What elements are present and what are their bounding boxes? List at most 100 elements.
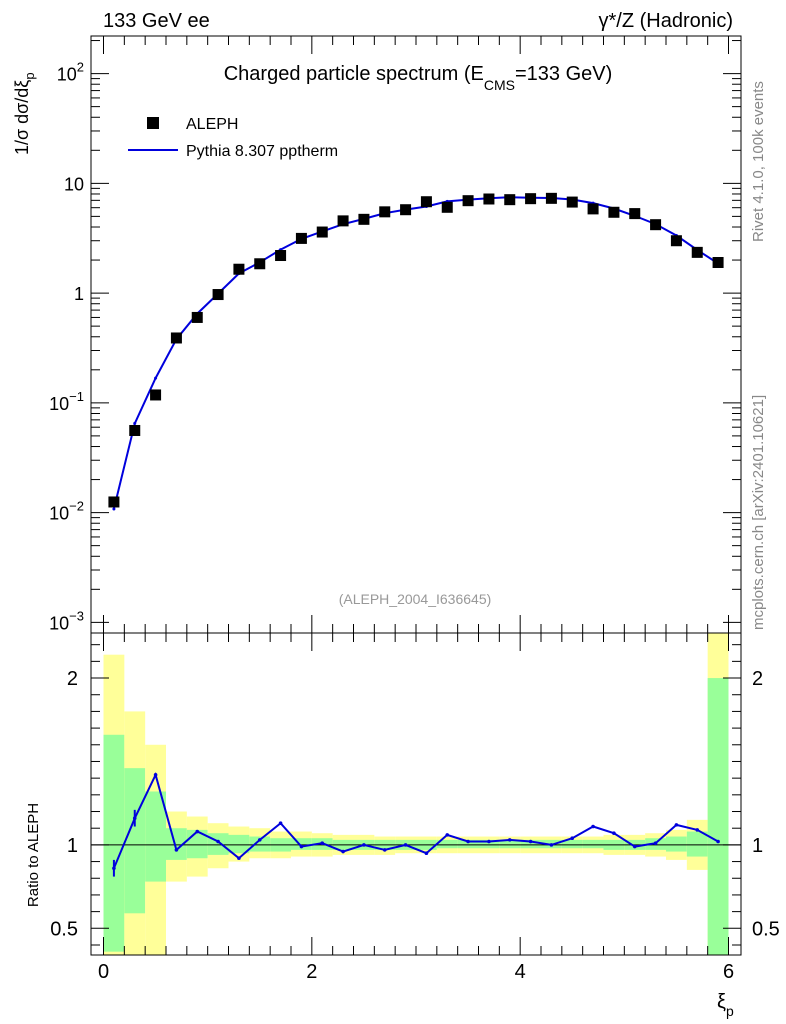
x-axis-label: ξp [717, 991, 734, 1019]
ratio-point [195, 829, 200, 834]
aleph-point [358, 213, 370, 225]
aleph-point [400, 204, 412, 216]
aleph-point [483, 193, 495, 205]
ratio-green-band [499, 839, 521, 849]
ratio-point [716, 839, 720, 844]
ratio-point [153, 773, 158, 777]
main-y-tick-label-base: 10 [64, 174, 84, 194]
ratio-green-band [520, 839, 541, 849]
ratio-green-band [707, 678, 729, 955]
ratio-y-tick-label-left: 1 [67, 835, 78, 857]
ratio-green-band [561, 839, 583, 849]
aleph-point [150, 389, 162, 401]
ratio-point [612, 831, 616, 836]
legend: ALEPH Pythia 8.307 pptherm [128, 116, 338, 160]
ratio-green-band [207, 833, 229, 855]
ratio-y-axis-label: Ratio to ALEPH [25, 803, 42, 907]
aleph-point [337, 215, 349, 227]
main-y-tick-label-exponent: −1 [69, 389, 84, 404]
ratio-point [695, 828, 700, 832]
main-y-tick-label: 10−1 [49, 389, 84, 414]
main-y-tick-label-base: 1 [74, 284, 84, 304]
x-axis-label-text: ξ [717, 991, 726, 1013]
aleph-point [566, 196, 578, 208]
ratio-y-tick-label-left: 0.5 [50, 918, 78, 940]
main-y-tick-label-base: 10 [49, 394, 69, 414]
ratio-point [278, 821, 283, 825]
ratio-point [299, 844, 304, 849]
ratio-y-tick-label-left: 2 [67, 668, 78, 690]
ratio-point [382, 848, 387, 852]
ratio-y-tick-label-right: 0.5 [752, 918, 780, 940]
ratio-x-tick-label: 6 [723, 961, 734, 983]
main-ticks [91, 36, 741, 633]
x-axis-label-subscript: p [726, 1003, 734, 1019]
pythia-curve [112, 196, 719, 510]
aleph-point [608, 206, 620, 218]
aleph-point [525, 193, 537, 205]
ratio-point [341, 849, 345, 854]
pythia-point [133, 421, 137, 425]
main-y-tick-label-base: 10 [57, 65, 77, 85]
aleph-point [275, 250, 287, 262]
main-y-tick-label-exponent: −2 [69, 499, 84, 514]
ratio-x-tick-labels: 0 2 4 6 [98, 961, 734, 983]
ratio-point [362, 843, 366, 847]
ratio-green-band [228, 834, 250, 854]
ratio-frame [90, 632, 742, 956]
main-title: Charged particle spectrum (ECMS=133 GeV) [224, 63, 613, 93]
pythia-point [154, 376, 158, 380]
ratio-green-band [582, 839, 604, 849]
aleph-point [691, 246, 703, 258]
ratio-x-tick-label: 0 [98, 961, 109, 983]
ratio-y-tick-label-right: 1 [752, 835, 763, 857]
main-y-tick-label: 10−2 [49, 499, 84, 524]
ratio-point [591, 824, 595, 829]
ratio-green-band [457, 839, 479, 849]
ratio-x-tick-label: 2 [306, 961, 317, 983]
aleph-point [191, 311, 203, 323]
ratio-point [320, 841, 325, 846]
header-left: 133 GeV ee [103, 10, 210, 32]
ratio-point [466, 839, 470, 844]
main-y-tick-label: 10−3 [49, 608, 84, 633]
side-text-rivet: Rivet 4.1.0, 100k events [750, 81, 767, 242]
main-y-label-text: 1/σ dσ/dξ [12, 80, 32, 155]
main-title-subscript: CMS [484, 77, 515, 93]
aleph-point [462, 195, 474, 207]
ratio-green-band [666, 836, 687, 852]
ratio-point [445, 833, 450, 837]
header-right: γ*/Z (Hadronic) [599, 10, 733, 32]
ratio-green-band [249, 836, 271, 852]
ratio-point [653, 841, 658, 846]
main-y-tick-label-exponent: −3 [69, 608, 84, 623]
aleph-point [379, 206, 391, 218]
main-data [108, 192, 724, 511]
ratio-green-band [166, 828, 187, 860]
main-y-axis-label: 1/σ dσ/dξp [12, 72, 37, 155]
ratio-curve [112, 771, 719, 869]
ratio-point [632, 844, 637, 849]
aleph-point [629, 208, 641, 220]
ratio-y-tick-labels: 0.5 0.5 1 1 2 2 [50, 668, 780, 940]
analysis-watermark: (ALEPH_2004_I636645) [339, 591, 492, 607]
aleph-point [504, 194, 516, 206]
main-y-tick-label: 102 [57, 60, 84, 85]
aleph-point [316, 226, 328, 238]
legend-pythia-label: Pythia 8.307 pptherm [186, 143, 338, 160]
aleph-point [233, 263, 245, 275]
main-y-tick-label: 1 [74, 284, 84, 304]
ratio-point [174, 848, 179, 852]
main-title-end: =133 GeV) [515, 63, 612, 85]
aleph-point [441, 201, 453, 213]
ratio-green-band [436, 839, 458, 849]
ratio-data [112, 771, 720, 877]
ratio-point [570, 836, 575, 841]
ratio-green-band [291, 838, 312, 850]
main-y-tick-label-base: 10 [49, 613, 69, 633]
aleph-point [254, 258, 266, 270]
ratio-point [507, 838, 512, 842]
ratio-point [216, 839, 220, 844]
